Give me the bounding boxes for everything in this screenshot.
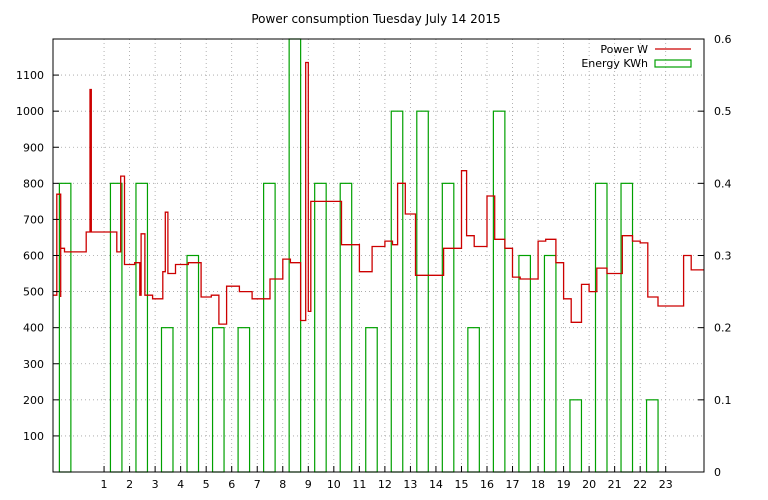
- x-tick-label: 13: [403, 478, 417, 491]
- x-tick-label: 2: [126, 478, 133, 491]
- x-tick-label: 20: [582, 478, 596, 491]
- energy-bar: [365, 327, 378, 473]
- x-tick-label: 4: [177, 478, 184, 491]
- energy-bar: [288, 38, 302, 473]
- x-tick-label: 7: [254, 478, 261, 491]
- y2-tick-label: 0.2: [714, 322, 732, 335]
- x-tick-label: 12: [378, 478, 392, 491]
- energy-bar: [569, 399, 583, 473]
- y-tick-label: 700: [23, 213, 44, 226]
- y2-tick-label: 0.6: [714, 33, 732, 46]
- x-tick-label: 6: [228, 478, 235, 491]
- x-tick-label: 22: [633, 478, 647, 491]
- y-tick-label: 600: [23, 250, 44, 263]
- energy-bar: [492, 110, 506, 473]
- energy-bar: [237, 327, 251, 473]
- energy-bar: [645, 399, 659, 473]
- x-tick-label: 8: [279, 478, 286, 491]
- x-tick-label: 5: [203, 478, 210, 491]
- energy-bar: [518, 254, 531, 473]
- legend-label-energy: Energy KWh: [581, 57, 648, 70]
- y-tick-label: 500: [23, 286, 44, 299]
- x-tick-label: 21: [608, 478, 622, 491]
- x-tick-label: 3: [152, 478, 159, 491]
- legend: Power W Energy KWh: [581, 43, 692, 70]
- energy-bar: [314, 182, 327, 473]
- y-tick-label: 400: [23, 322, 44, 335]
- y-tick-label: 800: [23, 177, 44, 190]
- y-tick-label: 200: [23, 394, 44, 407]
- energy-bar: [441, 182, 455, 473]
- x-tick-label: 19: [557, 478, 571, 491]
- power-line: [53, 61, 704, 325]
- energy-bar: [211, 327, 225, 473]
- x-tick-label: 1: [101, 478, 108, 491]
- x-tick-label: 18: [531, 478, 545, 491]
- chart-title: Power consumption Tuesday July 14 2015: [251, 12, 500, 26]
- y2-tick-label: 0: [714, 466, 721, 479]
- y2-tick-label: 0.5: [714, 105, 732, 118]
- y-tick-label: 1100: [16, 69, 44, 82]
- legend-label-power: Power W: [600, 43, 648, 56]
- y2-tick-label: 0.1: [714, 394, 732, 407]
- y2-tick-label: 0.4: [714, 177, 732, 190]
- energy-bar: [543, 254, 557, 473]
- y-tick-label: 900: [23, 141, 44, 154]
- x-tick-label: 17: [506, 478, 520, 491]
- y-tick-label: 300: [23, 358, 44, 371]
- y-tick-label: 100: [23, 430, 44, 443]
- energy-bar: [186, 254, 200, 473]
- x-tick-label: 15: [454, 478, 468, 491]
- legend-swatch-energy: [654, 59, 692, 68]
- energy-bar: [416, 110, 429, 473]
- x-tick-label: 23: [659, 478, 673, 491]
- grid: [53, 39, 704, 472]
- axes: 100 200 300 400 500 600 700 800 900 1000 1100 0 0.1 0…: [16, 33, 732, 491]
- y-tick-label: 1000: [16, 105, 44, 118]
- power-series: [53, 61, 704, 325]
- x-tick-label: 10: [327, 478, 341, 491]
- x-tick-label: 14: [429, 478, 443, 491]
- energy-bar: [620, 182, 634, 473]
- x-tick-label: 9: [305, 478, 312, 491]
- energy-bar: [160, 327, 174, 473]
- plot-frame: [52, 38, 705, 473]
- y2-tick-label: 0.3: [714, 250, 732, 263]
- x-tick-label: 16: [480, 478, 494, 491]
- x-tick-label: 11: [352, 478, 366, 491]
